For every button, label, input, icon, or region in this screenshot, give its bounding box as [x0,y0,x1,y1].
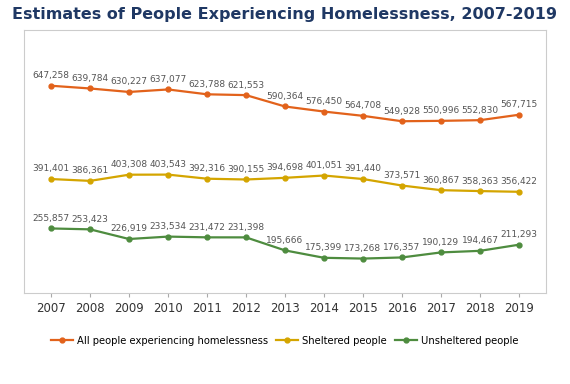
Sheltered people [203,176,210,181]
Text: 564,708: 564,708 [344,101,381,110]
All people experiencing homelessness [48,83,55,88]
Text: 403,543: 403,543 [149,160,186,169]
Sheltered people [282,175,288,180]
Text: 394,698: 394,698 [266,163,304,172]
All people experiencing homelessness [125,89,132,94]
Text: 211,293: 211,293 [500,230,538,239]
Text: 567,715: 567,715 [500,100,538,109]
Text: 373,571: 373,571 [384,171,421,180]
All people experiencing homelessness [320,109,327,114]
Text: 358,363: 358,363 [461,177,499,185]
Unsheltered people [87,227,93,232]
All people experiencing homelessness [282,104,288,109]
All people experiencing homelessness [203,92,210,97]
Text: 552,830: 552,830 [461,106,499,114]
Text: 231,398: 231,398 [227,223,264,232]
Text: 647,258: 647,258 [32,71,70,80]
Text: 255,857: 255,857 [32,214,70,223]
Text: 549,928: 549,928 [384,107,421,116]
Text: 390,155: 390,155 [227,165,264,174]
Text: 175,399: 175,399 [306,243,343,252]
Text: 190,129: 190,129 [422,238,459,247]
Sheltered people [48,177,55,181]
All people experiencing homelessness [87,86,93,91]
All people experiencing homelessness [438,119,445,123]
Text: 590,364: 590,364 [266,92,304,101]
Sheltered people [477,189,483,194]
Text: 391,401: 391,401 [32,164,70,174]
Unsheltered people [125,237,132,241]
Text: 639,784: 639,784 [71,74,109,83]
Sheltered people [243,177,250,182]
All people experiencing homelessness [398,119,405,124]
Text: 233,534: 233,534 [149,222,186,231]
Text: 360,867: 360,867 [422,175,459,185]
Unsheltered people [360,256,367,261]
Unsheltered people [203,235,210,240]
Text: 194,467: 194,467 [462,236,498,245]
Sheltered people [165,172,172,177]
Unsheltered people [515,242,522,247]
All people experiencing homelessness [515,113,522,117]
Text: 391,440: 391,440 [344,164,381,174]
Text: 550,996: 550,996 [422,106,459,115]
All people experiencing homelessness [243,93,250,98]
All people experiencing homelessness [477,118,483,122]
Unsheltered people [477,248,483,253]
Sheltered people [438,188,445,192]
All people experiencing homelessness [360,114,367,118]
Unsheltered people [320,255,327,260]
Text: 637,077: 637,077 [149,75,186,84]
Text: 576,450: 576,450 [306,97,343,106]
Sheltered people [398,183,405,188]
Text: 392,316: 392,316 [189,164,226,173]
Sheltered people [360,177,367,181]
Text: 253,423: 253,423 [72,215,108,224]
Text: 195,666: 195,666 [266,236,304,245]
Unsheltered people [48,226,55,231]
Legend: All people experiencing homelessness, Sheltered people, Unsheltered people: All people experiencing homelessness, Sh… [47,332,523,350]
Title: Estimates of People Experiencing Homelessness, 2007-2019: Estimates of People Experiencing Homeles… [13,7,557,22]
Unsheltered people [282,248,288,253]
Text: 386,361: 386,361 [71,166,109,175]
Line: All people experiencing homelessness: All people experiencing homelessness [48,83,522,124]
Sheltered people [125,172,132,177]
Line: Unsheltered people: Unsheltered people [48,226,522,261]
Text: 630,227: 630,227 [111,78,148,86]
Line: Sheltered people: Sheltered people [48,172,522,194]
Sheltered people [87,179,93,183]
Unsheltered people [243,235,250,240]
All people experiencing homelessness [165,87,172,92]
Sheltered people [320,173,327,178]
Text: 401,051: 401,051 [306,161,343,170]
Unsheltered people [398,255,405,260]
Sheltered people [515,189,522,194]
Text: 226,919: 226,919 [111,225,148,233]
Text: 623,788: 623,788 [189,80,226,89]
Text: 176,357: 176,357 [384,243,421,252]
Text: 173,268: 173,268 [344,244,381,253]
Text: 403,308: 403,308 [111,160,148,169]
Text: 231,472: 231,472 [189,223,226,232]
Unsheltered people [165,234,172,239]
Unsheltered people [438,250,445,255]
Text: 356,422: 356,422 [500,177,538,186]
Text: 621,553: 621,553 [227,81,264,89]
